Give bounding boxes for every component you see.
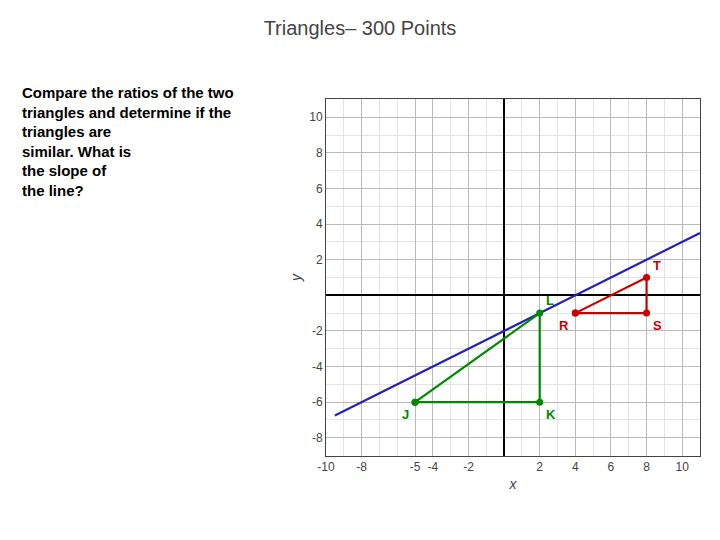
svg-text:J: J [402,407,409,422]
svg-text:K: K [546,407,556,422]
svg-text:L: L [546,293,554,308]
svg-text:x: x [509,476,518,492]
svg-text:-4: -4 [312,360,323,374]
svg-text:y: y [288,273,304,282]
svg-text:8: 8 [643,460,650,474]
svg-text:2: 2 [536,460,543,474]
svg-text:-5: -5 [410,460,421,474]
svg-text:6: 6 [316,182,323,196]
svg-text:-2: -2 [463,460,474,474]
svg-text:4: 4 [316,217,323,231]
svg-text:-2: -2 [312,324,323,338]
svg-text:2: 2 [316,253,323,267]
svg-text:-10: -10 [317,460,335,474]
svg-text:R: R [559,318,569,333]
svg-text:10: 10 [676,460,690,474]
svg-text:8: 8 [316,146,323,160]
svg-text:-8: -8 [356,460,367,474]
svg-text:Compare the ratios of the twot: Compare the ratios of the twotriangles a… [22,84,234,199]
svg-text:4: 4 [572,460,579,474]
svg-text:-6: -6 [312,395,323,409]
svg-text:10: 10 [309,110,323,124]
svg-text:S: S [653,318,662,333]
svg-text:-8: -8 [312,431,323,445]
svg-text:6: 6 [608,460,615,474]
svg-text:Triangles– 300 Points: Triangles– 300 Points [264,17,457,39]
svg-text:-4: -4 [428,460,439,474]
svg-text:T: T [653,258,661,273]
